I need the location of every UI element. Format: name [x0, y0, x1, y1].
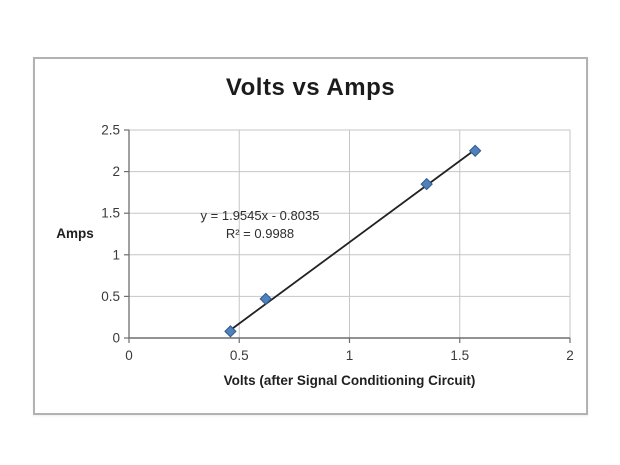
- data-point-diamond: [420, 177, 433, 191]
- x-tick-label: 1: [346, 348, 354, 363]
- y-axis-title: Amps: [56, 226, 94, 241]
- x-tick-label: 0: [125, 348, 133, 363]
- trendline-r-squared: R² = 0.9988: [225, 226, 295, 241]
- x-tick-label: 2: [566, 348, 574, 363]
- trendline-annotation: y = 1.9545x - 0.8035 R² = 0.9988: [184, 207, 336, 243]
- trendline-equation: y = 1.9545x - 0.8035: [200, 208, 320, 223]
- chart-frame: Volts vs Amps 0 0.5 1 1.5 2 2.5 0 0.5 1 1.5 2 Amps…: [33, 57, 588, 415]
- y-tick-label: 0: [112, 331, 120, 346]
- y-tick-label: 2: [112, 164, 120, 179]
- data-point-diamond: [224, 325, 237, 338]
- data-point-diamond: [259, 292, 272, 306]
- x-axis-title: Volts (after Signal Conditioning Circuit…: [223, 373, 476, 388]
- trendline: [228, 147, 478, 332]
- data-point-diamond: [468, 144, 482, 158]
- y-tick-label: 2.5: [101, 123, 120, 138]
- plot-area: 0 0.5 1 1.5 2 2.5 0 0.5 1 1.5 2: [101, 123, 574, 364]
- y-tick-label: 1: [112, 247, 120, 262]
- x-tick-label: 0.5: [230, 348, 249, 363]
- x-tick-label: 1.5: [450, 348, 469, 363]
- y-tick-label: 1.5: [101, 206, 120, 221]
- y-tick-label: 0.5: [101, 289, 120, 304]
- chart-title: Volts vs Amps: [225, 74, 396, 101]
